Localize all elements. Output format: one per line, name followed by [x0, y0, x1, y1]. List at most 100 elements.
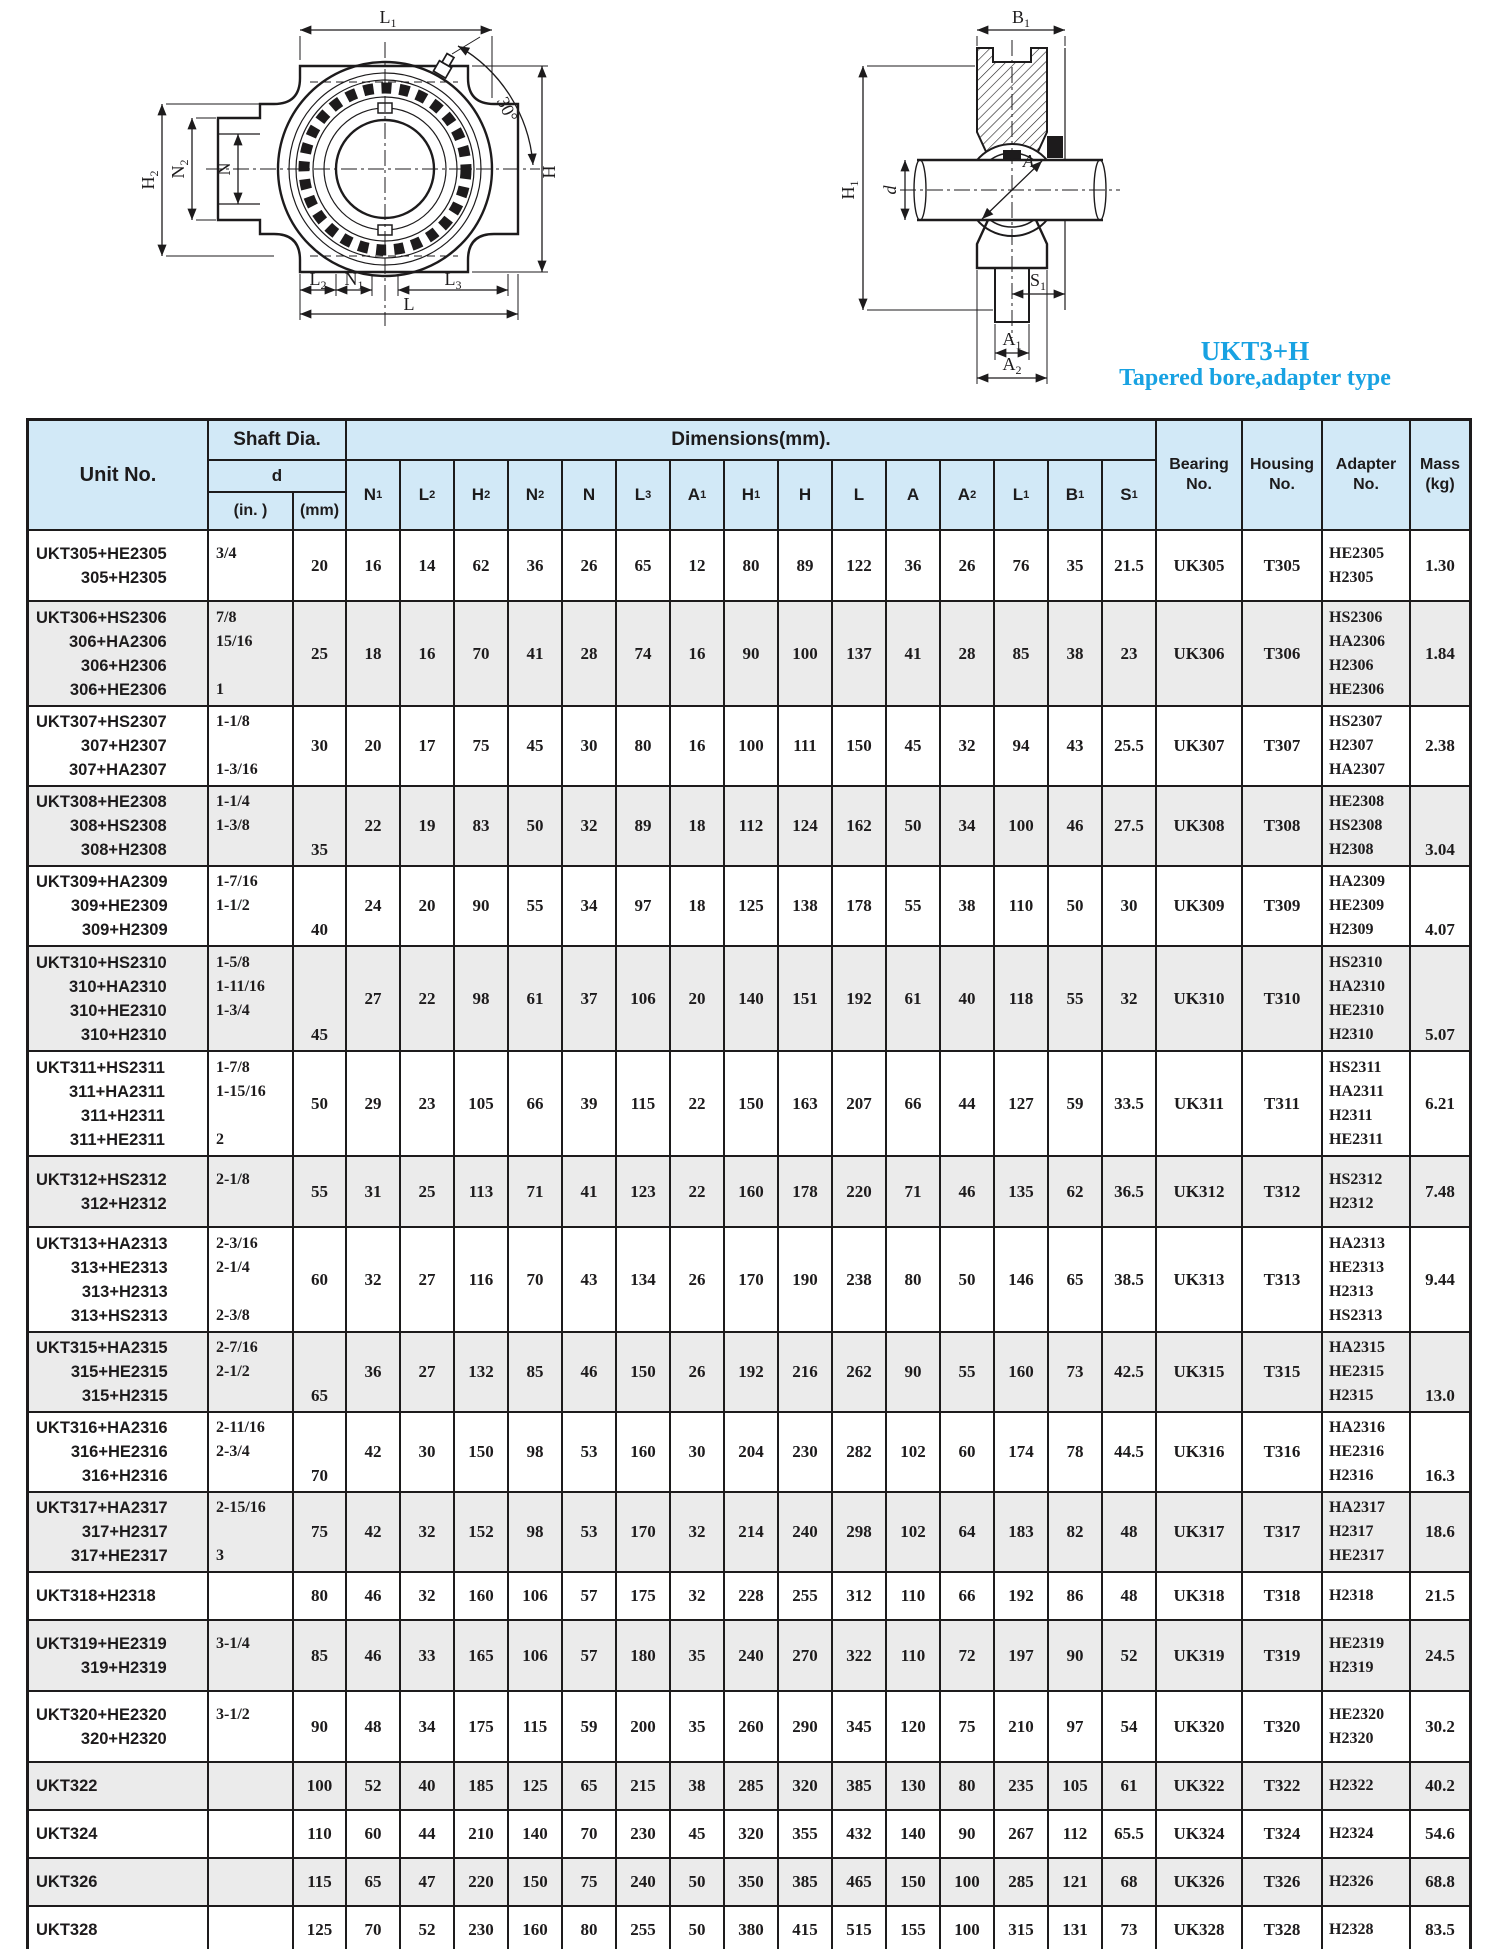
- header-mass: Mass (kg): [1419, 456, 1461, 493]
- unit-no-cell: UKT324: [29, 1811, 209, 1857]
- dim-value-cell: 46: [347, 1573, 401, 1619]
- dim-value-cell: 106: [617, 947, 671, 1050]
- housing-no-cell: T310: [1243, 947, 1323, 1050]
- shaft-dia-mm-cell: 45: [294, 947, 347, 1050]
- dim-value-cell: 118: [995, 947, 1049, 1050]
- dim-value-cell: 90: [725, 602, 779, 705]
- table-row: UKT317+HA2317 317+H2317 317+HE2317 2-15/16 …: [29, 1493, 1469, 1573]
- dim-value-cell: 82: [1049, 1493, 1103, 1571]
- shaft-dia-in-line: [216, 918, 258, 942]
- dim-value-cell: 75: [941, 1692, 995, 1761]
- dim-value-cell: 432: [833, 1811, 887, 1857]
- dim-value-cell: 116: [455, 1228, 509, 1331]
- dim-value-cell: 350: [725, 1859, 779, 1905]
- table-row: UKT320+HE2320 320+H2320 3-1/2 90 48 34 175 115…: [29, 1692, 1469, 1763]
- shaft-dia-mm-cell: 115: [294, 1859, 347, 1905]
- unit-no-line: UKT326: [36, 1873, 98, 1891]
- dim-value-cell: 70: [347, 1907, 401, 1949]
- adapter-no-cell: HS2312 H2312: [1323, 1157, 1411, 1226]
- bearing-no-cell: UK328: [1157, 1907, 1243, 1949]
- dim-value-cell: 90: [887, 1333, 941, 1411]
- housing-no-cell: T326: [1243, 1859, 1323, 1905]
- dim-value-cell: 312: [833, 1573, 887, 1619]
- dim-label-s1: S1: [1030, 270, 1046, 293]
- housing-no-cell: T313: [1243, 1228, 1323, 1331]
- adapter-no-line: H2317: [1329, 1523, 1374, 1540]
- shaft-dia-in-cell: 1-7/8 1-15/16 2: [209, 1052, 294, 1155]
- dim-value-cell: 89: [779, 531, 833, 600]
- housing-no-cell: T312: [1243, 1157, 1323, 1226]
- dim-value-cell: 100: [995, 787, 1049, 865]
- unit-no-line: 311+HA2311: [69, 1082, 165, 1101]
- dim-value-cell: 70: [509, 1228, 563, 1331]
- dim-value-cell: 16: [401, 602, 455, 705]
- dim-value-cell: 48: [1103, 1573, 1157, 1619]
- adapter-no-cell: HS2306 HA2306 H2306 HE2306: [1323, 602, 1411, 705]
- table-row: UKT326 115 65 47 220 150 75 240 50 350 385 465 150 10…: [29, 1859, 1469, 1907]
- dim-value-cell: 45: [887, 707, 941, 785]
- dim-value-cell: 65.5: [1103, 1811, 1157, 1857]
- shaft-dia-in-cell: 1-1/8 1-3/16: [209, 707, 294, 785]
- shaft-dia-in-cell: 1-5/8 1-11/16 1-3/4: [209, 947, 294, 1050]
- dim-value-cell: 127: [995, 1052, 1049, 1155]
- mass-cell: 21.5: [1425, 1586, 1455, 1605]
- dim-value-cell: 207: [833, 1052, 887, 1155]
- unit-no-cell: UKT318+H2318: [29, 1573, 209, 1619]
- adapter-no-line: H2326: [1329, 1873, 1374, 1890]
- dim-value-cell: 105: [455, 1052, 509, 1155]
- adapter-no-line: HE2313: [1329, 1258, 1385, 1276]
- unit-no-line: UKT309+HA2309: [36, 873, 168, 891]
- dim-value-cell: 23: [401, 1052, 455, 1155]
- shaft-dia-in-line: [216, 654, 252, 678]
- dim-value-cell: 27: [347, 947, 401, 1050]
- shaft-dia-in-cell: 2-1/8: [209, 1157, 294, 1226]
- dim-value-cell: 35: [1049, 531, 1103, 600]
- adapter-no-line: HE2316: [1329, 1443, 1385, 1460]
- adapter-no-line: H2316: [1329, 1467, 1374, 1484]
- adapter-no-cell: HE2319 H2319: [1323, 1621, 1411, 1690]
- table-row: UKT307+HS2307 307+H2307 307+HA2307 1-1/8 1-…: [29, 707, 1469, 787]
- dim-value-cell: 48: [1103, 1493, 1157, 1571]
- unit-no-line: UKT316+HA2316: [36, 1419, 168, 1437]
- dim-value-cell: 80: [887, 1228, 941, 1331]
- header-shaft-dia-group: Shaft Dia. d (in. ) (mm): [209, 421, 347, 529]
- adapter-no-line: HE2309: [1329, 897, 1385, 914]
- adapter-no-line: HA2317: [1329, 1499, 1385, 1516]
- dim-value-cell: 192: [995, 1573, 1049, 1619]
- dim-value-cell: 57: [563, 1621, 617, 1690]
- adapter-no-line: H2315: [1329, 1387, 1374, 1404]
- dim-value-cell: 22: [671, 1052, 725, 1155]
- product-type: Tapered bore,adapter type: [1119, 365, 1391, 391]
- dim-value-cell: 152: [455, 1493, 509, 1571]
- unit-no-line: UKT317+HA2317: [36, 1499, 168, 1517]
- table-row: UKT308+HE2308 308+HS2308 308+H2308 1-1/4 1-3…: [29, 787, 1469, 867]
- dim-value-cell: 55: [509, 867, 563, 945]
- dim-value-cell: 160: [995, 1333, 1049, 1411]
- dim-value-cell: 121: [1049, 1859, 1103, 1905]
- adapter-no-cell: HA2309 HE2309 H2309: [1323, 867, 1411, 945]
- adapter-no-line: H2322: [1329, 1777, 1374, 1794]
- unit-no-line: 319+H2319: [80, 1658, 167, 1677]
- dim-label-l1: L1: [380, 7, 397, 30]
- dim-value-cell: 515: [833, 1907, 887, 1949]
- dim-value-cell: 23: [1103, 602, 1157, 705]
- table-row: UKT322 100 52 40 185 125 65 215 38 285 320 385 130 80…: [29, 1763, 1469, 1811]
- dim-value-cell: 228: [725, 1573, 779, 1619]
- dim-value-cell: 20: [347, 707, 401, 785]
- shaft-dia-in-cell: 2-7/16 2-1/2: [209, 1333, 294, 1411]
- housing-no-cell: T307: [1243, 707, 1323, 785]
- housing-no-cell: T318: [1243, 1573, 1323, 1619]
- housing-no-cell: T324: [1243, 1811, 1323, 1857]
- bearing-no-cell: UK312: [1157, 1157, 1243, 1226]
- dim-value-cell: 37: [563, 947, 617, 1050]
- shaft-dia-mm-cell: 110: [294, 1811, 347, 1857]
- dim-value-cell: 46: [941, 1157, 995, 1226]
- adapter-no-line: HS2307: [1329, 713, 1383, 730]
- bearing-no-cell: UK315: [1157, 1333, 1243, 1411]
- dim-value-cell: 65: [1049, 1228, 1103, 1331]
- dim-value-cell: 465: [833, 1859, 887, 1905]
- adapter-no-line: HE2305: [1329, 544, 1385, 562]
- dim-value-cell: 197: [995, 1621, 1049, 1690]
